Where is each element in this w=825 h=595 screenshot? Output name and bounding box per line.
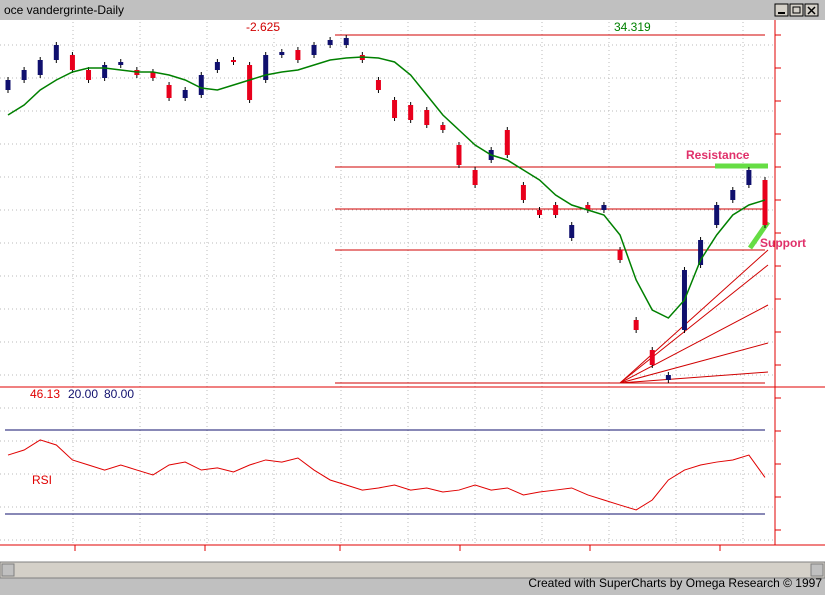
candle-up [327,40,333,45]
scroll-left[interactable] [1,563,15,577]
candle-down [247,65,253,100]
candle-up [279,52,285,55]
window-title: oce vandergrinte-Daily [4,3,124,17]
candle-down [537,210,543,215]
candle-down [440,125,446,130]
candle-up [343,38,349,45]
candle-down [295,50,301,60]
candle-down [166,85,172,98]
rsi-line [7,439,766,511]
candle-up [698,240,704,265]
candle-down [69,55,75,70]
candle-down [375,80,381,90]
resistance-label: Resistance [686,148,750,162]
candle-up [714,205,720,225]
grid [0,22,781,551]
candle-up [730,190,736,200]
candle-down [424,110,430,125]
candle-up [53,45,59,60]
candle-up [118,62,124,65]
candle-up [665,375,671,380]
candle-down [408,105,414,120]
scroll-right[interactable] [810,563,824,577]
marks: 20.00 80.00 [5,35,768,515]
candle-down [520,185,526,200]
support-label: Support [760,236,806,250]
candle-down [150,72,156,78]
candle-up [214,62,220,70]
rsi-value: 46.13 [30,387,60,401]
moving-average [7,56,766,319]
chart-area [0,20,825,562]
title-bar [0,0,825,20]
footer: Created with SuperCharts by Omega Resear… [528,576,822,590]
candle-down [392,100,398,118]
candle-down [504,130,510,155]
candle-down [86,70,92,80]
level-label: 34.319 [614,20,651,34]
candle-up [746,170,752,185]
candle-down [456,145,462,165]
window-buttons[interactable] [774,3,819,17]
candle-up [5,80,11,90]
candle-up [198,75,204,95]
scrollbar[interactable] [0,561,825,579]
candle-down [585,205,591,210]
candle-up [37,60,43,75]
candle-up [182,90,188,98]
candle-down [633,320,639,330]
candle-up [102,65,108,78]
candle-up [601,205,607,210]
candle-down [649,350,655,365]
candle-down [762,180,768,225]
candle-up [311,45,317,55]
trend-lines [335,34,769,384]
candle-down [230,60,236,62]
candle-up [263,55,269,80]
candle-up [21,70,27,80]
rsi-label: RSI [32,473,52,487]
rsi-level-label: 20.00 [68,387,98,401]
candle-down [617,250,623,260]
candle-down [472,170,478,185]
rsi-level-label: 80.00 [104,387,134,401]
candle-up [569,225,575,238]
change-label: -2.625 [246,20,280,34]
candle-down [553,205,559,215]
